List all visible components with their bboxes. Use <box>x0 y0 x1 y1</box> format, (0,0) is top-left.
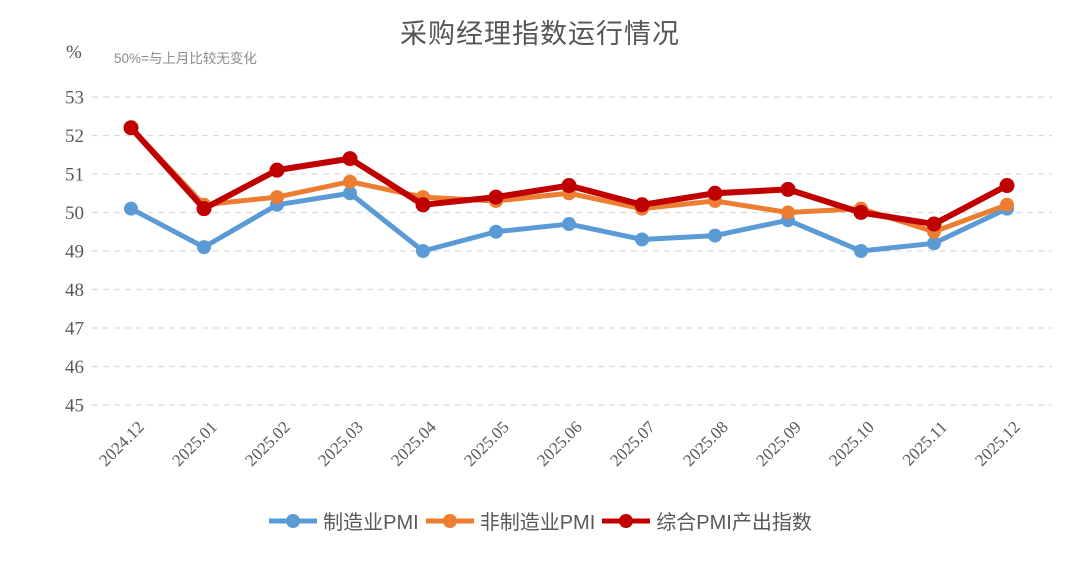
x-tick-label: 2025.05 <box>460 417 513 470</box>
legend-label: 非制造业PMI <box>479 512 596 534</box>
data-point <box>780 181 796 197</box>
data-point <box>269 162 285 178</box>
x-tick-label: 2025.02 <box>241 417 294 470</box>
data-point <box>781 205 795 220</box>
x-tick-label: 2025.04 <box>387 417 440 470</box>
y-tick-label: 53 <box>65 88 84 109</box>
x-tick-label: 2024.12 <box>95 417 148 470</box>
data-point <box>488 189 504 205</box>
data-point <box>926 216 942 232</box>
legend: 制造业PMI 非制造业PMI 综合PMI产出指数 <box>0 506 1080 535</box>
data-point <box>270 190 284 205</box>
data-point <box>342 151 358 167</box>
legend-item-nonmanufacturing-pmi: 非制造业PMI <box>425 506 596 535</box>
y-tick-label: 50 <box>65 203 84 224</box>
y-tick-label: 46 <box>65 357 84 378</box>
y-tick-label: 48 <box>65 280 84 301</box>
y-axis-unit-label: % <box>66 42 82 63</box>
chart-note: 50%=与上月比较无变化 <box>114 51 257 66</box>
x-tick-label: 2025.03 <box>314 417 367 470</box>
data-point <box>634 197 650 213</box>
legend-label: 制造业PMI <box>323 512 419 534</box>
data-point <box>708 228 722 243</box>
x-tick-label: 2025.01 <box>168 417 221 470</box>
data-point <box>415 197 431 213</box>
data-point <box>124 201 138 216</box>
legend-swatch-line-dot-icon <box>425 513 474 528</box>
data-point <box>196 201 212 217</box>
data-point <box>343 186 357 201</box>
data-point <box>927 236 941 251</box>
y-tick-label: 47 <box>65 319 84 340</box>
data-point <box>854 244 868 258</box>
series-line-2 <box>128 124 1010 228</box>
data-point <box>999 178 1015 194</box>
x-tick-label: 2025.06 <box>533 417 586 470</box>
x-tick-label: 2025.10 <box>825 417 878 470</box>
y-tick-label: 51 <box>65 165 84 186</box>
legend-item-manufacturing-pmi: 制造业PMI <box>268 506 419 535</box>
data-point <box>416 244 430 258</box>
data-point <box>635 232 649 247</box>
legend-swatch-line-dot-icon <box>269 513 318 528</box>
data-point <box>197 240 211 255</box>
y-tick-label: 52 <box>65 126 84 147</box>
y-tick-label: 45 <box>65 396 84 417</box>
y-tick-label: 49 <box>65 242 84 263</box>
data-point <box>489 224 503 239</box>
x-tick-label: 2025.08 <box>679 417 732 470</box>
data-point <box>707 185 723 201</box>
x-tick-label: 2025.11 <box>899 417 951 469</box>
chart-title: 采购经理指数运行情况 <box>400 19 680 49</box>
legend-swatch-line-dot-icon <box>602 513 651 528</box>
data-point <box>853 205 869 220</box>
x-tick-label: 2025.12 <box>971 417 1024 470</box>
data-point <box>562 217 576 232</box>
data-point <box>1000 197 1014 212</box>
data-point <box>123 120 139 136</box>
x-tick-label: 2025.09 <box>752 417 805 470</box>
legend-item-composite-pmi-output: 综合PMI产出指数 <box>601 506 812 535</box>
data-point <box>561 178 577 194</box>
legend-label: 综合PMI产出指数 <box>656 512 812 534</box>
x-tick-label: 2025.07 <box>606 417 659 470</box>
data-point <box>343 174 357 189</box>
